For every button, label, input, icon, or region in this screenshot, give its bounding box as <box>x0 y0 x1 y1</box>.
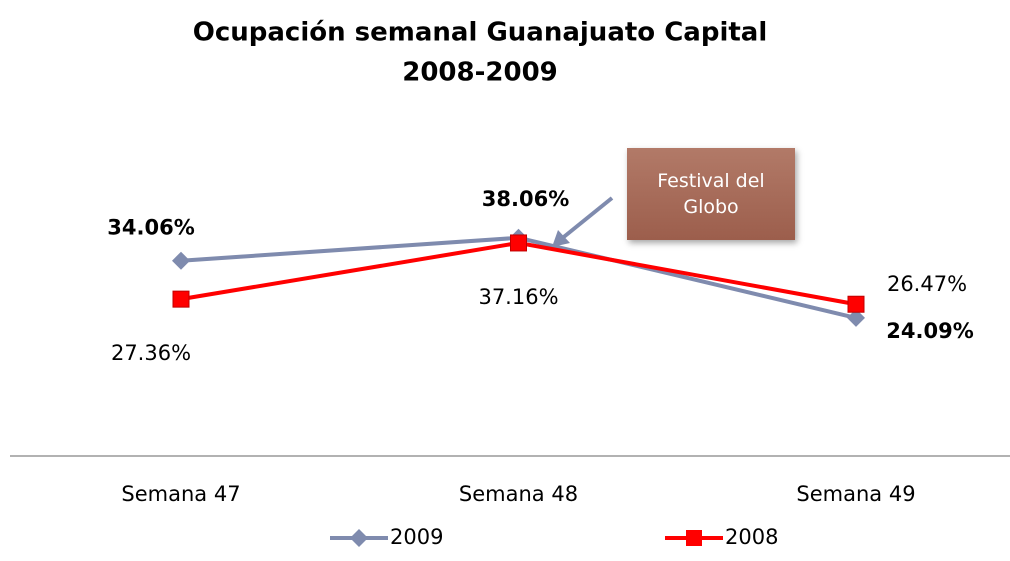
data-label: 26.47% <box>887 272 967 296</box>
x-tick-label: Semana 48 <box>459 482 578 506</box>
chart-subtitle: 2008-2009 <box>402 58 558 88</box>
x-tick-label: Semana 49 <box>796 482 915 506</box>
legend-label: 2008 <box>725 525 778 549</box>
marker <box>847 295 865 313</box>
marker <box>510 234 527 252</box>
marker <box>172 251 190 270</box>
annotation-arrowhead <box>552 230 570 247</box>
marker <box>847 308 865 327</box>
data-label: 37.16% <box>478 285 558 309</box>
marker <box>172 290 190 308</box>
legend-marker <box>686 530 702 546</box>
annotation: Festival del Globo <box>627 148 795 240</box>
data-label: 24.09% <box>886 319 973 343</box>
chart-title: Ocupación semanal Guanajuato Capital <box>193 18 768 48</box>
x-tick-label: Semana 47 <box>121 482 240 506</box>
data-label: 38.06% <box>482 187 569 211</box>
legend-marker <box>350 529 368 547</box>
data-label: 27.36% <box>111 341 191 365</box>
annotation-arrow <box>558 196 614 242</box>
data-label: 34.06% <box>107 216 194 240</box>
legend-label: 2009 <box>390 525 443 549</box>
